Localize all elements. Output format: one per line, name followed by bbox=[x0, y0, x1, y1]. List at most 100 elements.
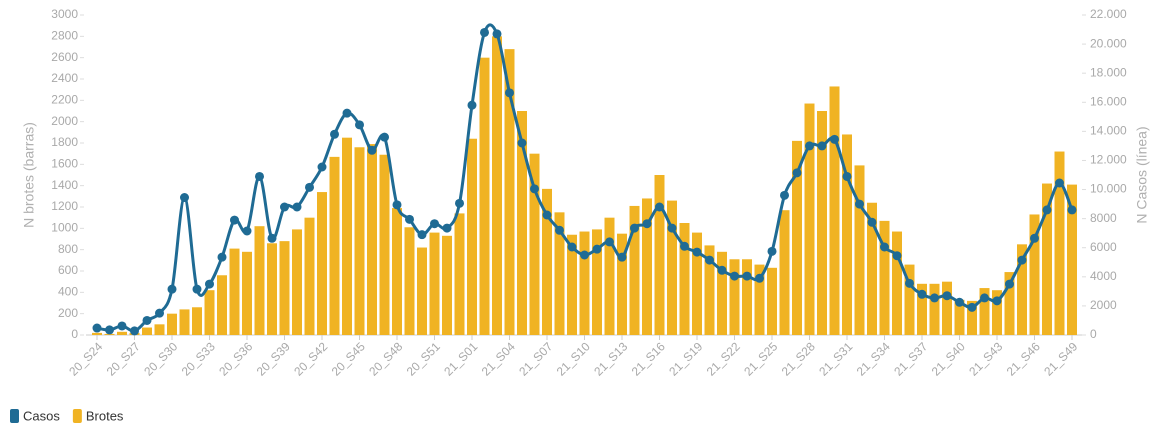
line-point bbox=[280, 202, 289, 212]
bar bbox=[392, 208, 402, 335]
line-point bbox=[767, 246, 777, 256]
y-tick-label: 2200 bbox=[51, 93, 78, 107]
y-tick-label: 800 bbox=[58, 242, 78, 256]
bar bbox=[442, 235, 452, 335]
bar bbox=[592, 229, 602, 335]
y-axis-title: N brotes (barras) bbox=[21, 122, 37, 228]
line-point bbox=[830, 134, 839, 144]
x-tick-label: 21_S04 bbox=[479, 339, 518, 378]
bar bbox=[792, 140, 802, 335]
line-point bbox=[167, 284, 177, 294]
line-point bbox=[292, 202, 302, 212]
line-point bbox=[380, 132, 389, 142]
bar bbox=[654, 175, 665, 335]
bar bbox=[504, 49, 515, 336]
bar bbox=[892, 231, 902, 335]
line-point bbox=[967, 302, 977, 312]
bar bbox=[117, 331, 127, 335]
y-tick-label: 400 bbox=[58, 285, 78, 299]
y-tick-label: 2000 bbox=[51, 114, 78, 128]
line-point bbox=[880, 242, 889, 252]
line-point bbox=[367, 145, 377, 155]
line-point bbox=[1042, 205, 1052, 215]
line-point bbox=[392, 200, 402, 210]
bar bbox=[842, 134, 852, 335]
line-point bbox=[567, 242, 577, 252]
x-tick-label: 21_S28 bbox=[779, 339, 818, 378]
bar bbox=[904, 264, 915, 335]
line-point bbox=[755, 273, 764, 283]
bar bbox=[1017, 244, 1027, 335]
y2-tick-label: 18.000 bbox=[1090, 65, 1127, 79]
line-point bbox=[742, 271, 752, 281]
bar bbox=[279, 241, 290, 335]
y-tick-label: 1800 bbox=[51, 135, 78, 149]
bar bbox=[154, 324, 165, 335]
x-tick-label: 20_S48 bbox=[366, 339, 405, 378]
x-tick-label: 21_S34 bbox=[854, 339, 893, 378]
bar bbox=[404, 227, 415, 335]
bar bbox=[92, 332, 102, 335]
x-tick-label: 21_S43 bbox=[966, 339, 1005, 378]
x-tick-label: 21_S10 bbox=[554, 339, 593, 378]
y2-axis-title: N Casos (línea) bbox=[1134, 126, 1150, 223]
bar bbox=[979, 288, 990, 335]
y2-tick-label: 10.000 bbox=[1090, 182, 1127, 196]
line-point bbox=[917, 289, 927, 299]
line-point bbox=[867, 217, 877, 227]
legend-swatch bbox=[72, 409, 82, 423]
bar bbox=[954, 299, 965, 335]
y2-tick-label: 22.000 bbox=[1090, 7, 1127, 21]
bar bbox=[342, 137, 352, 335]
line-point bbox=[192, 284, 202, 294]
line-point bbox=[630, 223, 639, 233]
y2-tick-label: 14.000 bbox=[1090, 124, 1127, 138]
line-point bbox=[405, 214, 414, 224]
x-tick-label: 21_S22 bbox=[704, 339, 743, 378]
bar bbox=[354, 147, 365, 335]
x-tick-label: 21_S13 bbox=[591, 339, 630, 378]
line-point bbox=[505, 88, 514, 98]
line-point bbox=[330, 129, 339, 139]
line-point bbox=[305, 182, 314, 192]
bar bbox=[704, 245, 715, 335]
x-tick-label: 21_S49 bbox=[1041, 339, 1080, 378]
y-tick-label: 1400 bbox=[51, 178, 78, 192]
line-point bbox=[980, 293, 989, 303]
bar bbox=[742, 259, 752, 335]
bar bbox=[179, 309, 190, 335]
line-point bbox=[817, 141, 827, 151]
bar bbox=[854, 165, 865, 335]
line-point bbox=[680, 241, 689, 251]
x-tick-label: 20_S30 bbox=[141, 339, 180, 378]
line-point bbox=[692, 247, 702, 257]
y2-tick-label: 4000 bbox=[1090, 269, 1117, 283]
y-tick-label: 0 bbox=[71, 327, 78, 341]
legend-label: Casos bbox=[23, 408, 60, 423]
bar bbox=[467, 138, 477, 335]
bar bbox=[692, 232, 702, 335]
line-point bbox=[642, 219, 652, 229]
bar bbox=[829, 86, 840, 335]
bar bbox=[754, 264, 765, 335]
line-point bbox=[842, 171, 852, 181]
bar bbox=[1067, 184, 1077, 335]
bar bbox=[229, 248, 240, 335]
y-tick-label: 600 bbox=[58, 263, 78, 277]
bar bbox=[604, 217, 615, 335]
bar bbox=[267, 243, 277, 335]
bar bbox=[817, 111, 827, 335]
bar bbox=[867, 202, 877, 335]
y2-tick-label: 2000 bbox=[1090, 298, 1117, 312]
y2-tick-label: 6000 bbox=[1090, 240, 1117, 254]
x-tick-label: 20_S51 bbox=[404, 339, 443, 378]
y-tick-label: 2400 bbox=[51, 71, 78, 85]
bar bbox=[167, 313, 177, 335]
bar bbox=[192, 307, 202, 335]
line-point bbox=[580, 250, 589, 260]
line-point bbox=[267, 233, 277, 243]
line-point bbox=[355, 120, 364, 130]
line-point bbox=[130, 326, 139, 336]
bar bbox=[542, 188, 552, 335]
